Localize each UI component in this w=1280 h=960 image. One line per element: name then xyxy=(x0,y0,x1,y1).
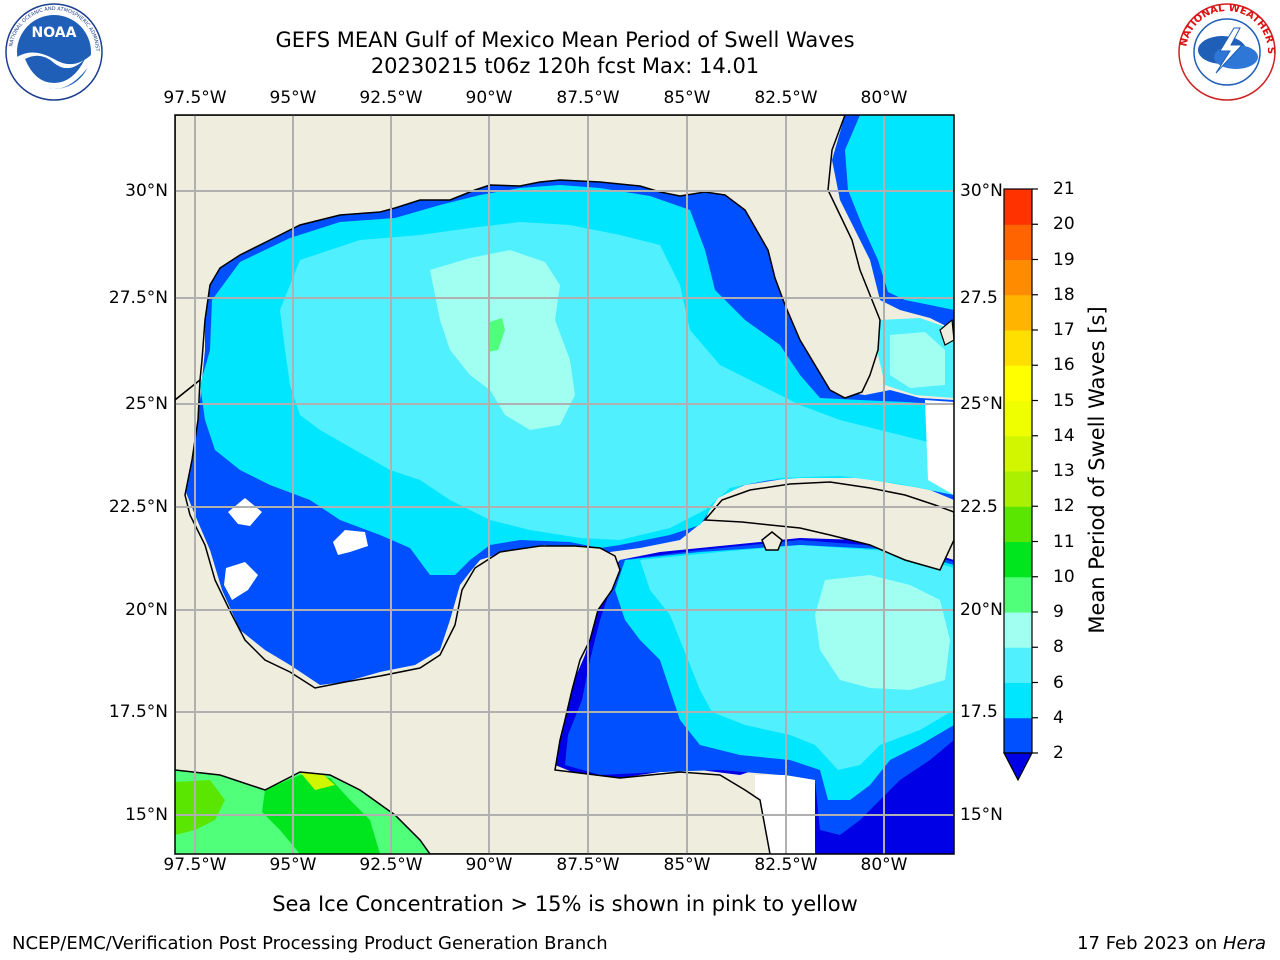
lon-tick-top: 87.5°W xyxy=(556,88,620,108)
lon-tick-bottom: 80°W xyxy=(860,855,908,875)
us-coast-land xyxy=(175,115,881,401)
colorbar-segment xyxy=(1004,612,1032,648)
colorbar-tick-label: 11 xyxy=(1053,531,1075,552)
no-data-area xyxy=(925,400,954,495)
colorbar-tick-label: 6 xyxy=(1053,672,1064,693)
lat-tick-left: 15°N xyxy=(125,805,168,825)
colorbar-segment xyxy=(1004,435,1032,472)
colorbar-tick-label: 10 xyxy=(1053,566,1075,587)
colorbar-segment xyxy=(1004,471,1032,507)
caribbean-ocean-8-9 xyxy=(815,575,950,690)
lat-tick-left: 30°N xyxy=(125,181,168,201)
nws-logo: NATIONAL WEATHER SERVICE xyxy=(1176,3,1276,101)
colorbar-segment xyxy=(1004,647,1032,683)
pacific-ocean-11-12 xyxy=(175,780,225,835)
colorbar-segment xyxy=(1004,259,1032,296)
colorbar-under-arrow xyxy=(1003,752,1033,782)
lon-tick-bottom: 90°W xyxy=(465,855,513,875)
lat-tick-left: 22.5°N xyxy=(108,497,168,517)
lat-tick-right: 20°N xyxy=(960,600,1003,620)
colorbar-segment xyxy=(1004,541,1032,578)
date-prefix: 17 Feb 2023 on xyxy=(1077,933,1223,954)
colorbar-tick-label: 4 xyxy=(1053,707,1064,728)
colorbar-segment xyxy=(1004,224,1032,260)
lon-tick-bottom: 95°W xyxy=(269,855,317,875)
colorbar-segment xyxy=(1004,682,1032,719)
no-data-area xyxy=(228,498,262,526)
lon-tick-top: 90°W xyxy=(465,88,513,108)
colorbar-segment xyxy=(1004,365,1032,401)
colorbar-segment xyxy=(1004,717,1032,754)
lat-tick-left: 25°N xyxy=(125,394,168,414)
colorbar-segment xyxy=(1004,330,1032,366)
lon-tick-top: 82.5°W xyxy=(754,88,818,108)
sea-ice-note: Sea Ice Concentration > 15% is shown in … xyxy=(272,892,858,916)
atlantic-ocean-8-9 xyxy=(890,332,945,388)
colorbar-tick-label: 20 xyxy=(1053,214,1075,235)
colorbar-tick-label: 17 xyxy=(1053,320,1075,340)
date-text: 17 Feb 2023 on Hera xyxy=(1077,933,1266,954)
colorbar-tick-label: 12 xyxy=(1053,496,1075,517)
lat-tick-left: 27.5°N xyxy=(108,288,168,308)
colorbar-tick-label: 14 xyxy=(1053,425,1075,446)
no-data-area xyxy=(224,562,258,600)
lon-tick-bottom: 87.5°W xyxy=(556,855,620,875)
colorbar-tick-label: 13 xyxy=(1053,461,1075,481)
map-frame xyxy=(174,114,955,855)
colorbar-tick-label: 18 xyxy=(1053,284,1075,305)
gulf-ocean-9-10 xyxy=(488,318,505,352)
lat-tick-right: 15°N xyxy=(960,805,1003,825)
colorbar-tick-label: 16 xyxy=(1053,355,1075,376)
map-subtitle: 20230215 t06z 120h fcst Max: 14.01 xyxy=(370,54,760,78)
colorbar-tick-label: 9 xyxy=(1053,602,1064,622)
graticule xyxy=(175,115,954,854)
colorbar-tick-label: 19 xyxy=(1053,249,1075,270)
lat-tick-right: 22.5 xyxy=(960,497,998,517)
lon-tick-top: 95°W xyxy=(269,88,317,108)
lon-tick-top: 97.5°W xyxy=(163,88,227,108)
lon-tick-top: 85°W xyxy=(663,88,711,108)
colorbar-segment xyxy=(1004,506,1032,542)
colorbar-tick-label: 15 xyxy=(1053,390,1075,411)
noaa-logo: NOAA NATIONAL OCEANIC AND ATMOSPHERIC AD… xyxy=(3,3,103,101)
pacific-ocean-12-13 xyxy=(300,772,335,790)
lat-tick-left: 20°N xyxy=(125,600,168,620)
colorbar-segment xyxy=(1004,294,1032,331)
atlantic-ocean-4-6 xyxy=(845,115,954,310)
isla-juventud-land xyxy=(761,531,783,551)
colorbar-label: Mean Period of Swell Waves [s] xyxy=(1085,306,1109,634)
colorbar-segment xyxy=(1004,189,1032,225)
lon-tick-bottom: 82.5°W xyxy=(754,855,818,875)
colorbar xyxy=(1003,188,1038,782)
credit-text: NCEP/EMC/Verification Post Processing Pr… xyxy=(12,933,608,954)
lon-tick-top: 92.5°W xyxy=(359,88,423,108)
lon-tick-bottom: 92.5°W xyxy=(359,855,423,875)
colorbar-segment xyxy=(1004,400,1032,437)
colorbar-tick-label: 8 xyxy=(1053,637,1064,658)
colorbar-tick-label: 21 xyxy=(1053,179,1075,199)
lat-tick-right: 25°N xyxy=(960,394,1003,414)
cuba-land xyxy=(703,481,954,571)
lat-tick-right: 17.5 xyxy=(960,702,998,722)
mexico-land xyxy=(175,378,771,854)
bahamas-land xyxy=(939,318,954,346)
map-title: GEFS MEAN Gulf of Mexico Mean Period of … xyxy=(275,28,855,52)
no-data-area xyxy=(333,530,368,555)
lat-tick-right: 27.5 xyxy=(960,288,998,308)
colorbar-tick-label: 2 xyxy=(1053,743,1064,763)
lon-tick-top: 80°W xyxy=(860,88,908,108)
lon-tick-bottom: 97.5°W xyxy=(163,855,227,875)
gulf-ocean-8-9 xyxy=(430,250,575,430)
svg-text:NOAA: NOAA xyxy=(32,25,77,41)
lat-tick-right: 30°N xyxy=(960,181,1003,201)
colorbar-segment xyxy=(1004,576,1032,613)
lat-tick-left: 17.5°N xyxy=(108,702,168,722)
lon-tick-bottom: 85°W xyxy=(663,855,711,875)
system-name: Hera xyxy=(1222,933,1266,954)
